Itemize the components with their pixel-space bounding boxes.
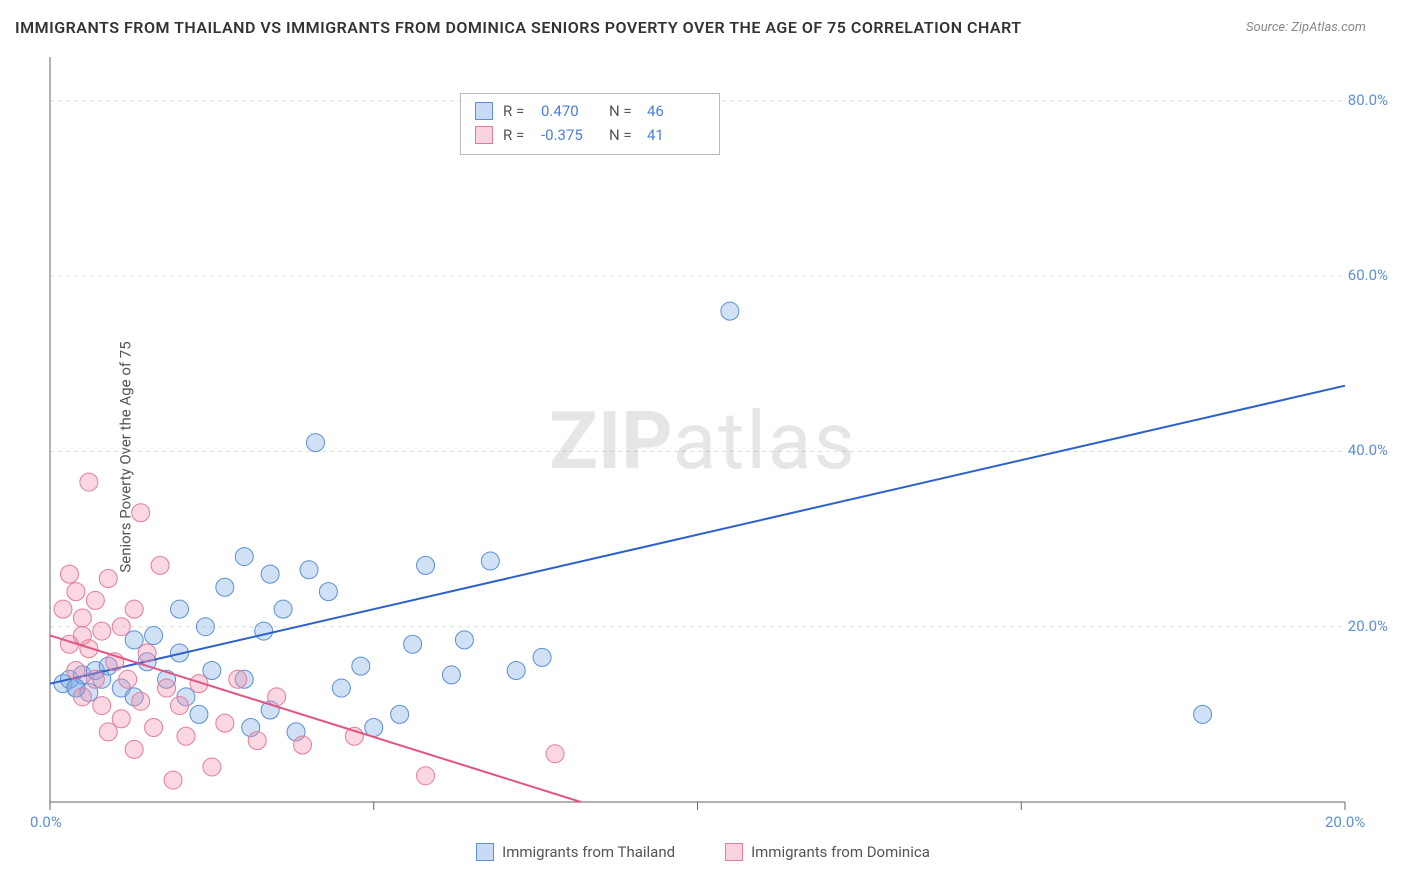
swatch-icon — [475, 126, 493, 144]
bottom-legend: Immigrants from Thailand Immigrants from… — [0, 843, 1406, 861]
stat-r-value: 0.470 — [541, 99, 599, 123]
swatch-icon — [725, 843, 743, 861]
y-tick-label: 40.0% — [1348, 441, 1388, 459]
y-tick-label: 20.0% — [1348, 617, 1388, 635]
x-tick-label: 20.0% — [1325, 813, 1365, 831]
y-tick-label: 60.0% — [1348, 266, 1388, 284]
stat-n-value: 46 — [647, 99, 705, 123]
legend-label: Immigrants from Dominica — [751, 843, 930, 861]
swatch-icon — [475, 102, 493, 120]
y-tick-label: 80.0% — [1348, 91, 1388, 109]
stat-n-value: 41 — [647, 123, 705, 147]
stat-r-label: R = — [503, 123, 531, 147]
scatter-plot — [45, 47, 1385, 837]
stats-legend-box: R = 0.470 N = 46 R = -0.375 N = 41 — [460, 93, 720, 155]
chart-title: IMMIGRANTS FROM THAILAND VS IMMIGRANTS F… — [15, 18, 1022, 37]
stat-r-label: R = — [503, 99, 531, 123]
legend-label: Immigrants from Thailand — [502, 843, 675, 861]
swatch-icon — [476, 843, 494, 861]
stat-n-label: N = — [609, 99, 637, 123]
chart-container: Seniors Poverty Over the Age of 75 ZIPat… — [0, 47, 1406, 867]
stat-r-value: -0.375 — [541, 123, 599, 147]
stats-row-thailand: R = 0.470 N = 46 — [475, 99, 705, 123]
stats-row-dominica: R = -0.375 N = 41 — [475, 123, 705, 147]
legend-item-thailand: Immigrants from Thailand — [476, 843, 675, 861]
source-label: Source: ZipAtlas.com — [1246, 20, 1366, 35]
stat-n-label: N = — [609, 123, 637, 147]
legend-item-dominica: Immigrants from Dominica — [725, 843, 930, 861]
x-tick-label: 0.0% — [30, 813, 62, 831]
